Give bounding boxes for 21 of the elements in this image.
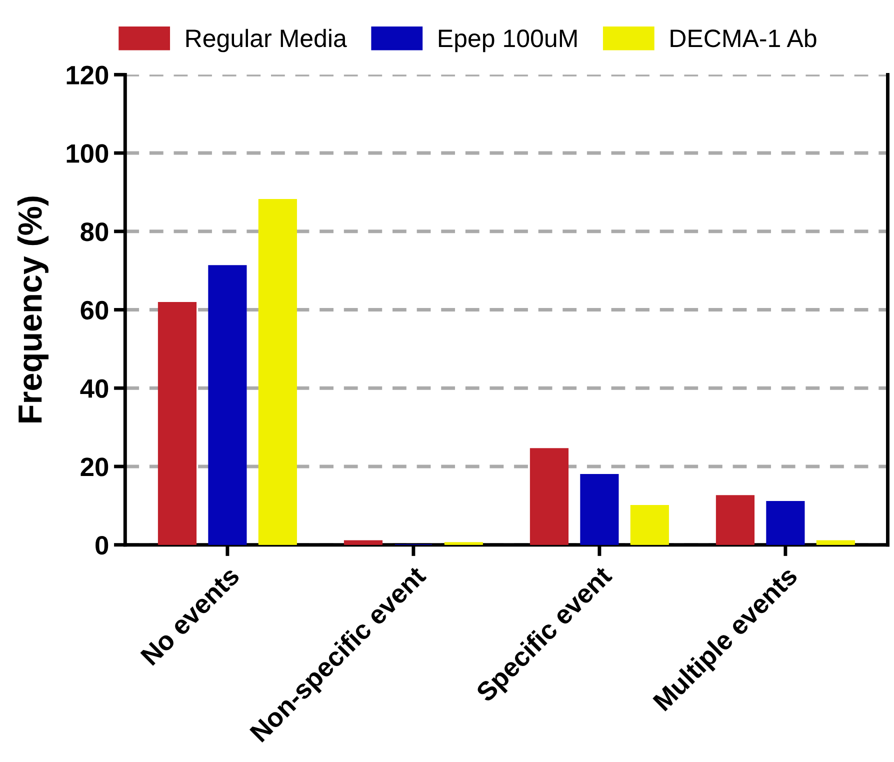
y-tick-label: 40 [80,379,108,398]
y-tick-label: 100 [66,144,108,163]
y-axis-title: Frequency (%) [17,196,48,422]
legend-label: Epep 100uM [438,30,577,52]
y-tick-label: 0 [96,536,108,555]
bar [530,448,569,545]
bar [258,198,297,545]
bar [716,495,755,545]
bar [208,265,247,545]
y-tick-label: 80 [80,222,108,242]
y-tick-label: 120 [66,66,108,84]
bar [344,540,383,545]
bar [766,501,805,545]
bar [580,474,619,545]
bar [816,540,855,545]
legend-label: DECMA-1 Ab [670,28,816,48]
legend-label: Regular Media [186,28,347,52]
y-tick-label: 60 [80,300,108,320]
y-tick-label: 20 [80,458,108,476]
bar [630,504,669,545]
bar [158,302,197,545]
